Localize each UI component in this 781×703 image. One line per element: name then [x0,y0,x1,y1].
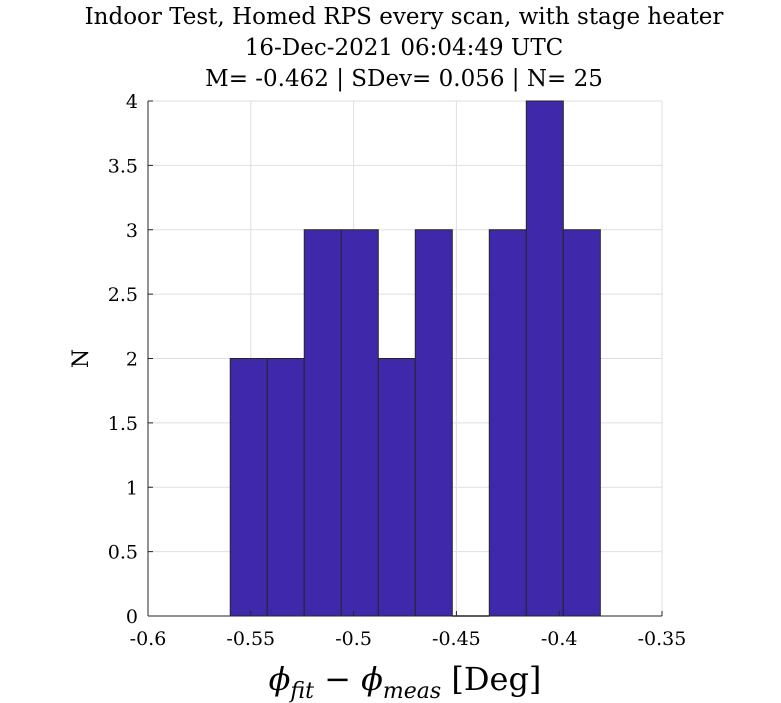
x-tick-label: -0.55 [226,628,275,650]
y-tick-label: 4 [126,91,138,113]
x-tick-label: -0.45 [432,628,481,650]
histogram-bar [562,229,601,617]
y-axis-label: N [69,349,94,368]
histogram-bar [303,229,342,617]
title-line-1: Indoor Test, Homed RPS every scan, with … [85,4,724,30]
y-tick-label: 2 [126,349,138,371]
histogram-bar [525,100,564,617]
x-tick-label: -0.6 [130,628,167,650]
title-line-2: 16-Dec-2021 06:04:49 UTC [245,35,564,61]
x-axis-label: ϕfit − ϕmeas [Deg] [269,660,542,703]
y-tick-label: 3 [126,220,138,242]
y-tick-label: 0 [126,606,138,628]
y-tick-label: 2.5 [108,284,138,306]
axes [147,100,663,617]
y-tick-label: 0.5 [108,542,138,564]
histogram-bar [229,358,268,617]
y-tick-label: 1.5 [108,413,138,435]
histogram-bar [414,229,453,617]
histogram-bars [229,100,601,617]
histogram-bar [340,229,379,617]
x-tick-label: -0.4 [541,628,578,650]
x-tick-label: -0.35 [638,628,687,650]
title-line-3: M= -0.462 | SDev= 0.056 | N= 25 [205,66,603,92]
chart-title: Indoor Test, Homed RPS every scan, with … [85,4,724,92]
histogram-bar [377,358,416,617]
histogram-bar [488,229,527,617]
y-tick-label: 1 [126,477,138,499]
y-tick-label: 3.5 [108,155,138,177]
y-tick-labels: 0 0.5 1 1.5 2 2.5 3 3.5 4 [108,91,138,628]
x-tick-label: -0.5 [335,628,372,650]
x-tick-labels: -0.6 -0.55 -0.5 -0.45 -0.4 -0.35 [130,628,687,650]
histogram-bar [266,358,305,617]
